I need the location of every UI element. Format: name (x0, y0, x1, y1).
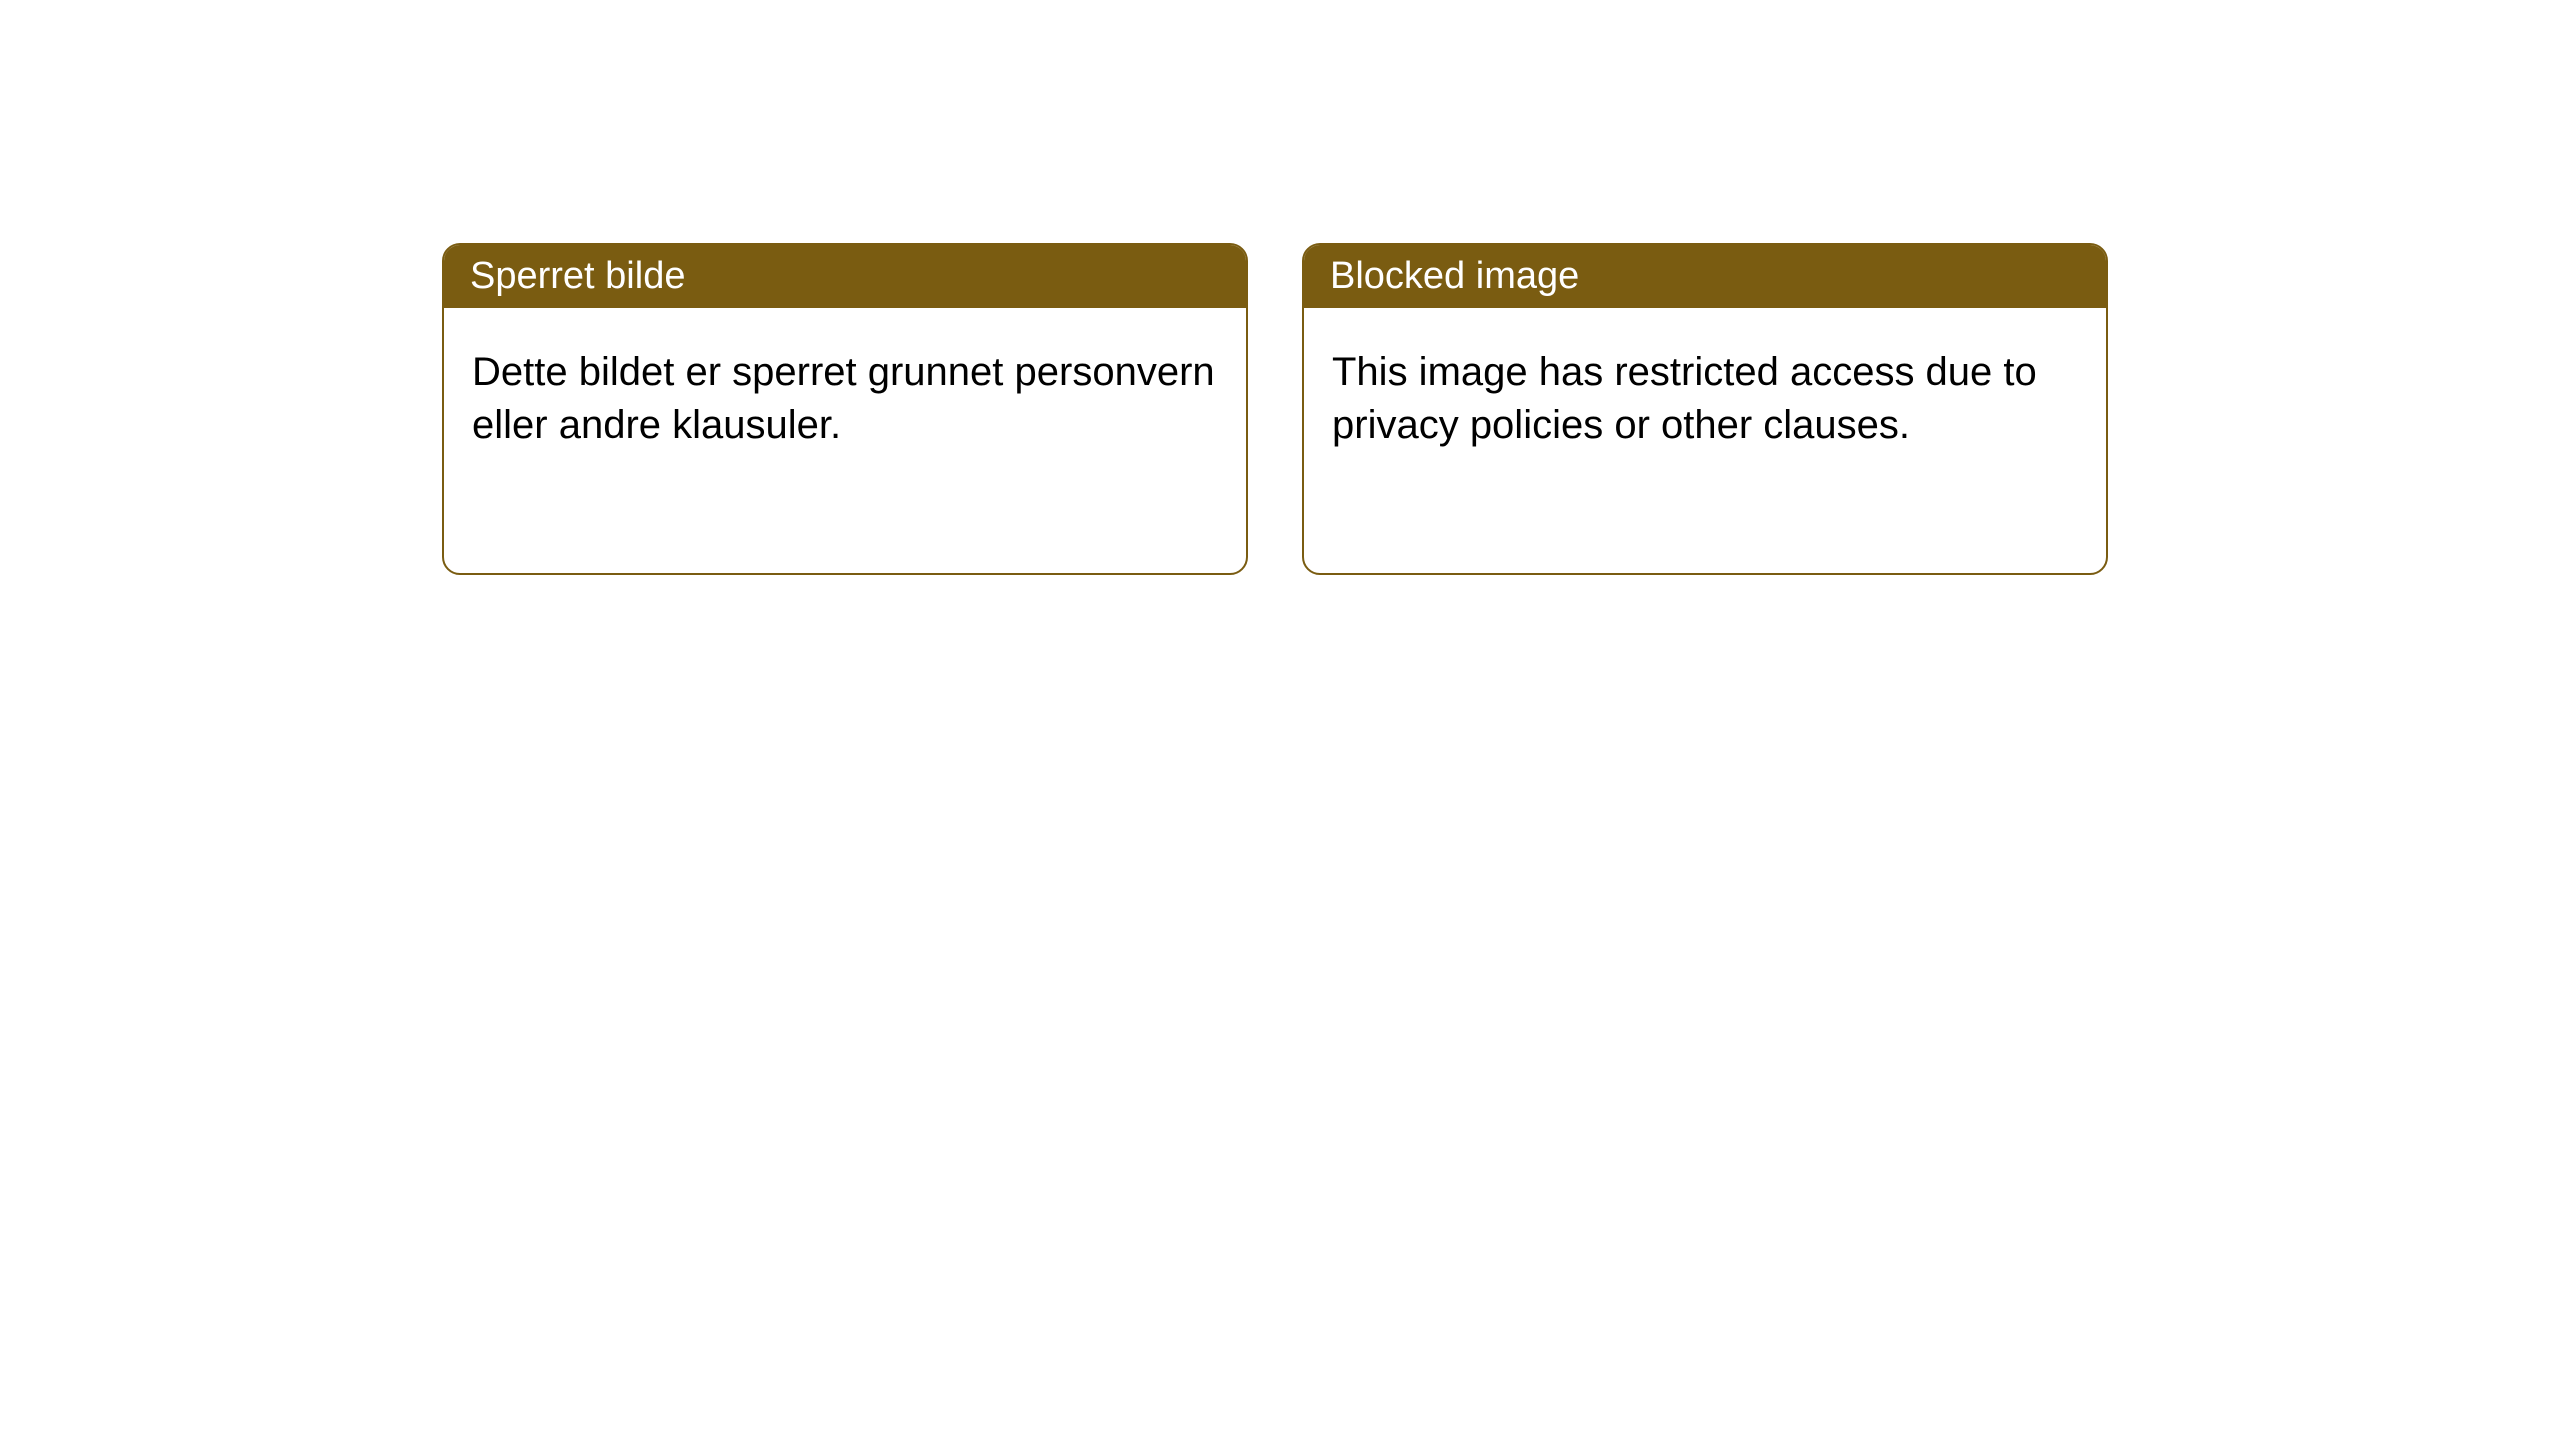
notice-body-text: This image has restricted access due to … (1332, 350, 2037, 447)
notice-body: This image has restricted access due to … (1304, 308, 2106, 480)
notice-box-english: Blocked image This image has restricted … (1302, 243, 2108, 575)
notice-header: Sperret bilde (444, 245, 1246, 308)
notice-body-text: Dette bildet er sperret grunnet personve… (472, 350, 1215, 447)
notice-title: Blocked image (1330, 255, 1579, 297)
notice-container: Sperret bilde Dette bildet er sperret gr… (0, 0, 2560, 575)
notice-body: Dette bildet er sperret grunnet personve… (444, 308, 1246, 480)
notice-box-norwegian: Sperret bilde Dette bildet er sperret gr… (442, 243, 1248, 575)
notice-header: Blocked image (1304, 245, 2106, 308)
notice-title: Sperret bilde (470, 255, 685, 297)
